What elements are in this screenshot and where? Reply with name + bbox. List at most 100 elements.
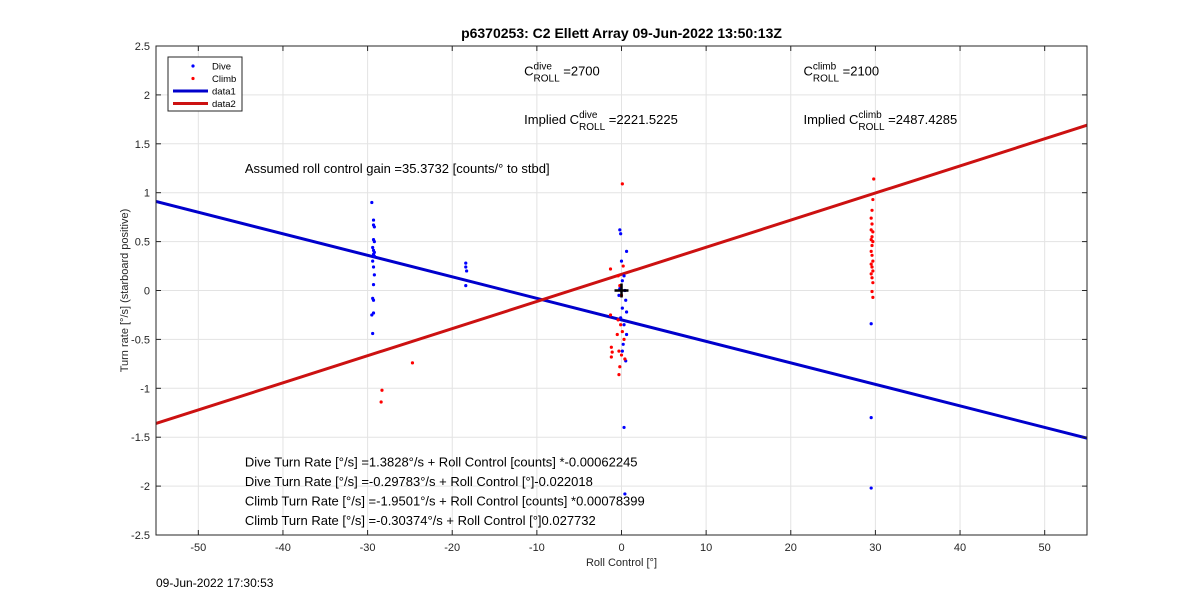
data-point-dive <box>372 254 376 258</box>
x-axis-label: Roll Control [°] <box>586 557 657 569</box>
data-point-climb <box>870 253 874 257</box>
data-point-climb <box>619 323 623 327</box>
legend-label-data1: data1 <box>212 87 236 98</box>
data-point-dive <box>372 240 376 244</box>
data-point-dive <box>371 331 375 336</box>
data-point-dive <box>869 322 873 326</box>
x-tick-label: -30 <box>360 542 376 554</box>
data-point-dive <box>623 492 627 496</box>
x-tick-label: 20 <box>785 542 797 554</box>
data-point-dive <box>619 232 623 236</box>
data-point-dive <box>622 425 626 430</box>
legend-label-climb: Climb <box>212 74 236 85</box>
x-tick-label: -50 <box>190 542 206 554</box>
data-point-dive <box>622 323 626 327</box>
data-point-climb <box>609 355 613 359</box>
data-point-climb <box>870 276 874 280</box>
y-tick-label: 1 <box>144 188 150 200</box>
data-point-dive <box>621 342 625 346</box>
data-point-dive <box>464 265 468 269</box>
data-point-climb <box>870 235 874 239</box>
x-tick-label: -40 <box>275 542 291 554</box>
data-point-dive <box>620 279 624 283</box>
annotation-3: Implied Cclimb ROLL =2487.4285 <box>803 110 957 133</box>
x-tick-label: 40 <box>954 542 966 554</box>
data-point-climb <box>621 264 625 268</box>
data-point-dive <box>371 245 375 250</box>
footer-timestamp: 09-Jun-2022 17:30:53 <box>156 576 274 590</box>
data-point-dive <box>624 310 629 314</box>
data-point-climb <box>871 230 875 234</box>
data-point-climb <box>870 265 874 269</box>
data-point-dive <box>464 284 468 288</box>
data-point-dive <box>371 218 376 222</box>
y-tick-label: -2 <box>140 481 150 493</box>
data-point-dive <box>370 200 374 205</box>
data-point-dive <box>371 265 376 269</box>
data-point-dive <box>618 228 622 232</box>
data-point-dive <box>465 269 469 273</box>
y-tick-label: -0.5 <box>131 334 150 346</box>
annotation-7: Climb Turn Rate [°/s] =-1.9501°/s + Roll… <box>245 494 645 509</box>
y-tick-label: -1.5 <box>131 432 150 444</box>
data-point-dive <box>619 259 624 263</box>
data-point-dive <box>620 349 624 353</box>
data-point-climb <box>620 329 624 334</box>
data-point-climb <box>609 345 613 349</box>
data-point-climb <box>617 373 621 377</box>
data-point-climb <box>608 267 613 271</box>
data-point-climb <box>615 332 619 337</box>
series-line-data1 <box>156 200 1087 440</box>
data-point-climb <box>872 177 876 181</box>
series-line-data2 <box>156 123 1087 425</box>
data-point-climb <box>380 388 384 392</box>
data-point-dive <box>620 306 624 310</box>
chart-title: p6370253: C2 Ellett Array 09-Jun-2022 13… <box>461 25 782 41</box>
data-point-dive <box>372 225 376 229</box>
data-point-climb <box>610 350 614 354</box>
data-point-dive <box>370 313 374 317</box>
data-point-dive <box>371 259 375 263</box>
legend-marker-dive <box>191 64 195 68</box>
data-point-dive <box>371 298 376 302</box>
data-point-climb <box>869 272 873 276</box>
data-point-climb <box>871 259 875 263</box>
data-point-climb <box>871 295 875 299</box>
annotation-1: Cclimb ROLL =2100 <box>803 61 879 84</box>
data-point-climb <box>870 222 874 226</box>
x-tick-label: 50 <box>1039 542 1051 554</box>
data-point-climb <box>622 337 626 341</box>
annotation-2: Implied Cdive ROLL =2221.5225 <box>524 110 678 133</box>
y-tick-label: 2.5 <box>135 41 150 53</box>
annotation-5: Dive Turn Rate [°/s] =1.3828°/s + Roll C… <box>245 455 638 470</box>
data-point-climb <box>870 208 874 212</box>
data-point-climb <box>379 400 383 404</box>
x-tick-label: -20 <box>444 542 460 554</box>
data-point-dive <box>372 273 376 277</box>
y-tick-label: 0.5 <box>135 237 150 249</box>
legend-marker-climb <box>191 76 195 81</box>
x-tick-label: 10 <box>700 542 712 554</box>
annotation-4: Assumed roll control gain =35.3732 [coun… <box>245 161 550 176</box>
data-point-dive <box>622 274 626 278</box>
data-point-climb <box>620 182 624 186</box>
data-point-dive <box>617 293 621 297</box>
data-point-dive <box>869 416 873 420</box>
y-tick-label: 1.5 <box>135 139 150 151</box>
x-tick-label: -10 <box>529 542 545 554</box>
data-point-climb <box>871 197 875 202</box>
data-point-dive <box>464 261 468 265</box>
data-point-climb <box>869 216 873 220</box>
data-point-climb <box>869 249 873 253</box>
data-point-climb <box>618 365 622 369</box>
data-point-climb <box>619 353 624 357</box>
y-tick-label: -2.5 <box>131 530 150 542</box>
data-point-climb <box>870 289 874 294</box>
data-point-dive <box>869 486 873 490</box>
annotation-0: Cdive ROLL =2700 <box>524 61 600 84</box>
legend-label-dive: Dive <box>212 62 231 73</box>
y-tick-label: 2 <box>144 90 150 102</box>
data-point-climb <box>871 269 875 273</box>
data-point-climb <box>870 243 874 248</box>
